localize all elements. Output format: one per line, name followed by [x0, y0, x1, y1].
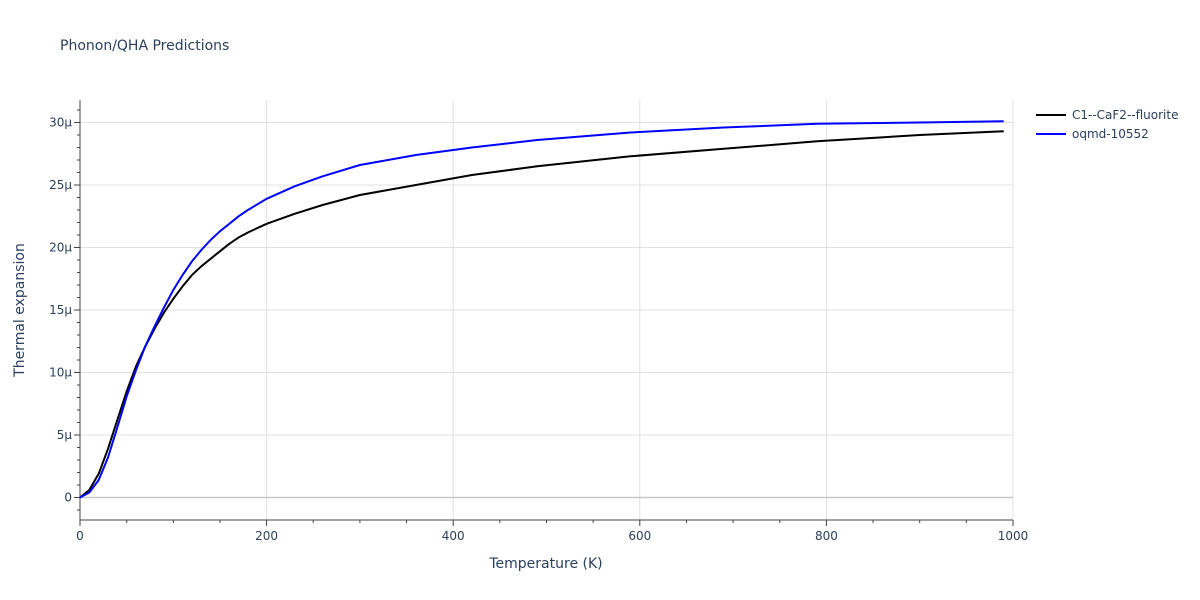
y-tick-label: 25μ	[49, 178, 72, 192]
x-tick-label: 800	[815, 529, 838, 543]
series-line-2	[79, 120, 1004, 499]
y-tick-label: 15μ	[49, 303, 72, 317]
legend-label: C1--CaF2--fluorite	[1072, 108, 1178, 122]
x-tick-label: 0	[76, 529, 84, 543]
x-axis-title: Temperature (K)	[488, 556, 602, 572]
x-tick-label: 400	[442, 529, 465, 543]
y-tick-label: 5μ	[57, 428, 73, 442]
y-tick-label: 10μ	[49, 366, 72, 380]
y-tick-label: 30μ	[49, 116, 72, 130]
y-tick-label: 0	[64, 491, 72, 505]
x-tick-label: 600	[628, 529, 651, 543]
y-tick-label: 20μ	[49, 241, 72, 255]
series-line-1	[79, 130, 1004, 499]
x-tick-label: 1000	[998, 529, 1029, 543]
legend[interactable]: C1--CaF2--fluorite oqmd-10552	[1036, 108, 1178, 141]
legend-item-2[interactable]: oqmd-10552	[1036, 127, 1149, 141]
y-axis-title: Thermal expansion	[12, 243, 28, 378]
axes: 0 200 400 600 800 1000 0 5μ 10μ 15μ 20μ 25μ 30μ	[49, 100, 1028, 543]
series-layer	[79, 120, 1004, 499]
grid	[80, 100, 1014, 520]
legend-label: oqmd-10552	[1072, 127, 1149, 141]
chart-title: Phonon/QHA Predictions	[60, 38, 229, 54]
legend-item-1[interactable]: C1--CaF2--fluorite	[1036, 108, 1178, 122]
x-tick-label: 200	[255, 529, 278, 543]
